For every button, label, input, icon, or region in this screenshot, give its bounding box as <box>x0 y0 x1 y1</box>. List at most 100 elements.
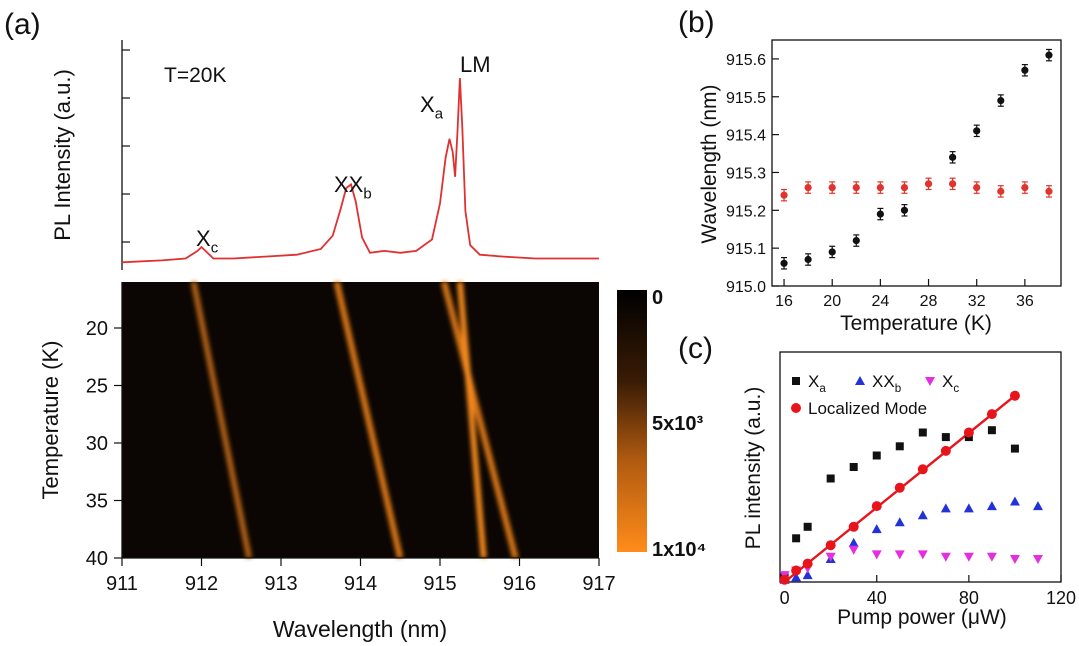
panel-c-point-triangle-down <box>917 550 928 560</box>
heatmap-axes: 911 912 913 914 915 916 917 20 25 30 35 40 <box>86 282 616 595</box>
panel-b-x-tick-label: 24 <box>871 293 889 310</box>
legend-label: Xa <box>808 372 826 395</box>
panel-b-y-tick-label: 915.5 <box>726 90 766 107</box>
legend-label: XXb <box>872 372 901 395</box>
peak-labels: Xc XXb Xa LM <box>196 52 491 257</box>
panel-c-point-square <box>918 428 927 437</box>
legend-marker-square <box>792 377 800 385</box>
panel-c-point-circle <box>848 521 859 532</box>
panel-c-x-tick-label: 40 <box>867 588 887 608</box>
panel-c-point-circle <box>1009 390 1020 401</box>
spectrum-y-axis-label: PL Intensity (a.u.) <box>50 69 75 241</box>
panel-b-points <box>780 48 1053 270</box>
wavelength-vs-temperature-panel: 16 20 24 28 32 36 915.0 915.1 915.2 915.3 915.4 915… <box>698 39 1062 335</box>
panel-c-point-triangle-up <box>848 537 859 547</box>
panel-b-x-tick-label: 20 <box>823 293 841 310</box>
panel-c-legend: Xa XXb Xc Localized Mode <box>791 372 959 418</box>
panel-b-point-series-1 <box>949 153 957 161</box>
panel-b-point-series-1 <box>900 206 909 214</box>
panel-b-x-tick-label: 36 <box>1016 293 1034 310</box>
panel-c-point-triangle-up <box>871 524 882 534</box>
panel-c-point-triangle-up <box>894 517 905 527</box>
panel-b-point-series-1 <box>997 96 1005 105</box>
heatmap-y-axis-label: Temperature (K) <box>38 341 63 500</box>
panel-b-x-tick-label: 16 <box>775 293 793 310</box>
panel-c-point-triangle-up <box>1009 496 1020 506</box>
panel-c-ticks: 0 40 80 120 <box>780 575 1076 608</box>
panel-c-point-circle <box>940 445 951 456</box>
colorbar-gradient <box>617 290 647 552</box>
legend-label: Xc <box>942 372 959 395</box>
panel-c-point-circle <box>871 501 882 512</box>
spectrum-y-ticks <box>122 49 130 243</box>
panel-c-point-circle <box>963 427 974 438</box>
heatmap-line-x-a <box>440 281 519 559</box>
panel-c-frame <box>779 351 1062 583</box>
panel-c-y-axis-label: PL intensity (a.u.) <box>742 387 765 550</box>
panel-b-point-series-2 <box>924 180 933 188</box>
panel-c-point-triangle-down <box>894 550 905 560</box>
temperature-annotation: T=20K <box>164 64 226 87</box>
heatmap-x-tick-label: 917 <box>582 573 615 595</box>
heatmap-y-tick-label: 35 <box>86 491 108 513</box>
heatmap-x-tick-label: 913 <box>264 573 297 595</box>
panel-c-point-triangle-up <box>917 510 928 520</box>
panel-c-points <box>779 390 1043 585</box>
panel-c-x-tick-label: 0 <box>780 588 790 608</box>
panel-c-point-triangle-down <box>940 552 951 562</box>
panel-b-point-series-2 <box>949 180 957 188</box>
pl-vs-pump-power-panel: 0 40 80 120 Xa XXb Xc Localized Mode Pump powe… <box>742 351 1076 629</box>
panel-c-point-triangle-down <box>825 552 836 562</box>
panel-b-x-axis-label: Temperature (K) <box>840 312 992 335</box>
panel-b-point-series-2 <box>997 187 1005 195</box>
panel-c-point-triangle-up <box>963 503 974 513</box>
panel-b-point-series-2 <box>1045 187 1053 195</box>
panel-c-point-square <box>941 433 950 442</box>
heatmap-x-tick-label: 911 <box>106 573 138 595</box>
heatmap-x-axis-label: Wavelength (nm) <box>273 616 447 642</box>
panel-b-ticks: 16 20 24 28 32 36 915.0 915.1 915.2 915.3 915.4 915… <box>726 52 1034 310</box>
peak-label: Xc <box>196 226 219 257</box>
peak-label: LM <box>460 52 491 77</box>
panel-b-y-tick-label: 915.1 <box>726 241 766 258</box>
panel-b-point-series-1 <box>876 210 884 218</box>
panel-b-y-tick-label: 915.4 <box>726 128 766 145</box>
panel-label-c: (c) <box>678 332 713 365</box>
panel-b-point-series-2 <box>852 184 860 192</box>
panel-b-point-series-2 <box>804 184 812 192</box>
pl-spectrum-panel: T=20K Xc XXb Xa LM PL Intensity (a.u.) <box>50 40 599 270</box>
panel-c-point-triangle-up <box>791 572 802 582</box>
panel-c-x-tick-label: 120 <box>1046 588 1076 608</box>
peak-label: Xa <box>420 92 444 123</box>
heatmap-x-tick-label: 915 <box>423 573 456 595</box>
heatmap-y-tick-label: 25 <box>86 376 108 398</box>
panel-b-point-series-1 <box>1021 66 1029 74</box>
heatmap-x-tick-label: 912 <box>185 573 218 595</box>
temperature-heatmap-panel: 911 912 913 914 915 916 917 20 25 30 35 40 Waveleng… <box>38 281 616 642</box>
heatmap-x-tick-label: 916 <box>503 573 536 595</box>
panel-b-point-series-1 <box>780 259 788 267</box>
panel-b-y-tick-label: 915.0 <box>726 279 766 296</box>
panel-c-point-circle <box>894 482 905 493</box>
heatmap-line-xx-b <box>333 281 404 559</box>
heatmap-y-tick-label: 40 <box>86 548 108 570</box>
panel-b-point-series-2 <box>900 184 909 192</box>
panel-b-frame <box>771 39 1062 287</box>
colorbar-label: 5x10³ <box>652 413 703 435</box>
panel-b-point-series-2 <box>876 184 884 192</box>
panel-c-point-square <box>895 442 904 451</box>
panel-c-point-circle <box>986 409 997 420</box>
peak-label: XXb <box>334 172 372 203</box>
panel-c-point-triangle-up <box>940 503 951 513</box>
panel-b-point-series-1 <box>973 127 981 135</box>
panel-c-point-triangle-down <box>1032 555 1043 564</box>
panel-c-point-triangle-down <box>871 550 882 560</box>
panel-c-point-circle <box>802 558 813 569</box>
heatmap-line-x-c <box>190 281 253 559</box>
panel-b-point-series-1 <box>804 255 812 264</box>
panel-b-point-series-1 <box>1045 51 1053 59</box>
panel-label-a: (a) <box>4 8 41 41</box>
heatmap-background <box>122 282 599 558</box>
legend-marker-triangle-up <box>855 376 865 385</box>
panel-c-point-square <box>872 451 881 460</box>
